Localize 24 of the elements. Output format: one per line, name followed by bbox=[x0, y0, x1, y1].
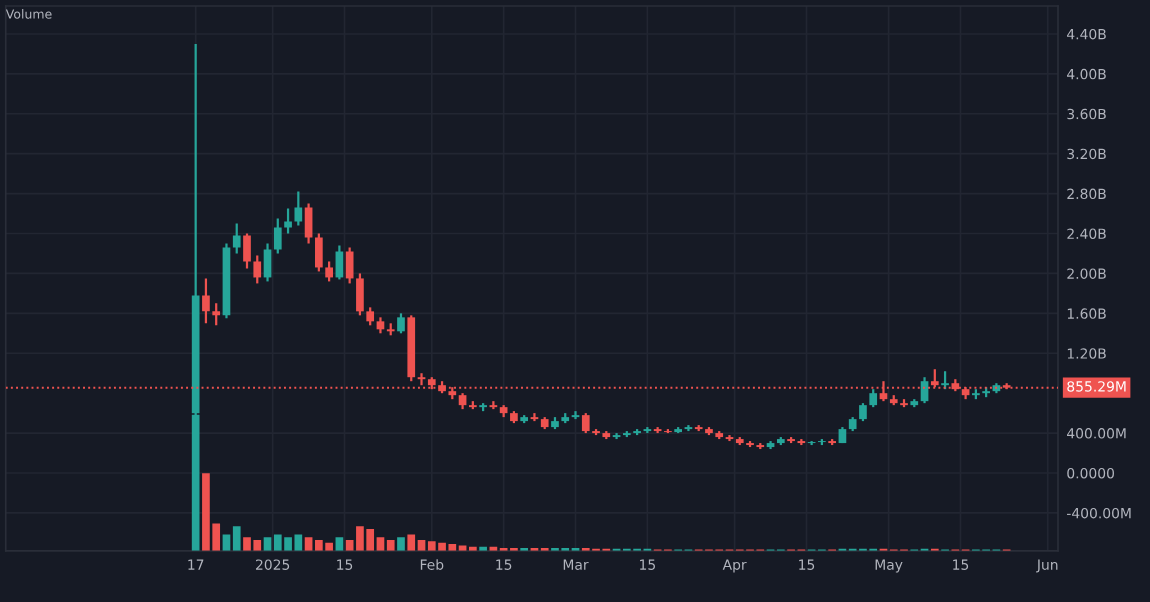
candlestick bbox=[304, 202, 313, 245]
candlestick bbox=[253, 254, 262, 285]
candlestick bbox=[417, 372, 426, 387]
candlestick bbox=[684, 423, 693, 433]
candlestick bbox=[530, 412, 539, 423]
candlestick bbox=[356, 272, 364, 317]
candlestick bbox=[315, 232, 323, 273]
candlestick bbox=[571, 410, 580, 421]
candlestick bbox=[325, 260, 333, 283]
candlestick bbox=[345, 246, 354, 285]
candlestick bbox=[612, 431, 621, 441]
candlestick bbox=[243, 232, 251, 270]
candlestick bbox=[335, 244, 344, 281]
candlestick bbox=[232, 222, 241, 255]
candlestick bbox=[725, 433, 734, 443]
candlestick bbox=[284, 207, 292, 235]
candlestick bbox=[581, 412, 590, 435]
bar bbox=[397, 537, 405, 551]
candlestick bbox=[202, 277, 210, 325]
candlestick bbox=[397, 312, 405, 335]
candlestick bbox=[273, 217, 282, 255]
candlestick bbox=[294, 190, 303, 227]
candlestick bbox=[212, 302, 221, 327]
candlestick bbox=[263, 242, 272, 283]
